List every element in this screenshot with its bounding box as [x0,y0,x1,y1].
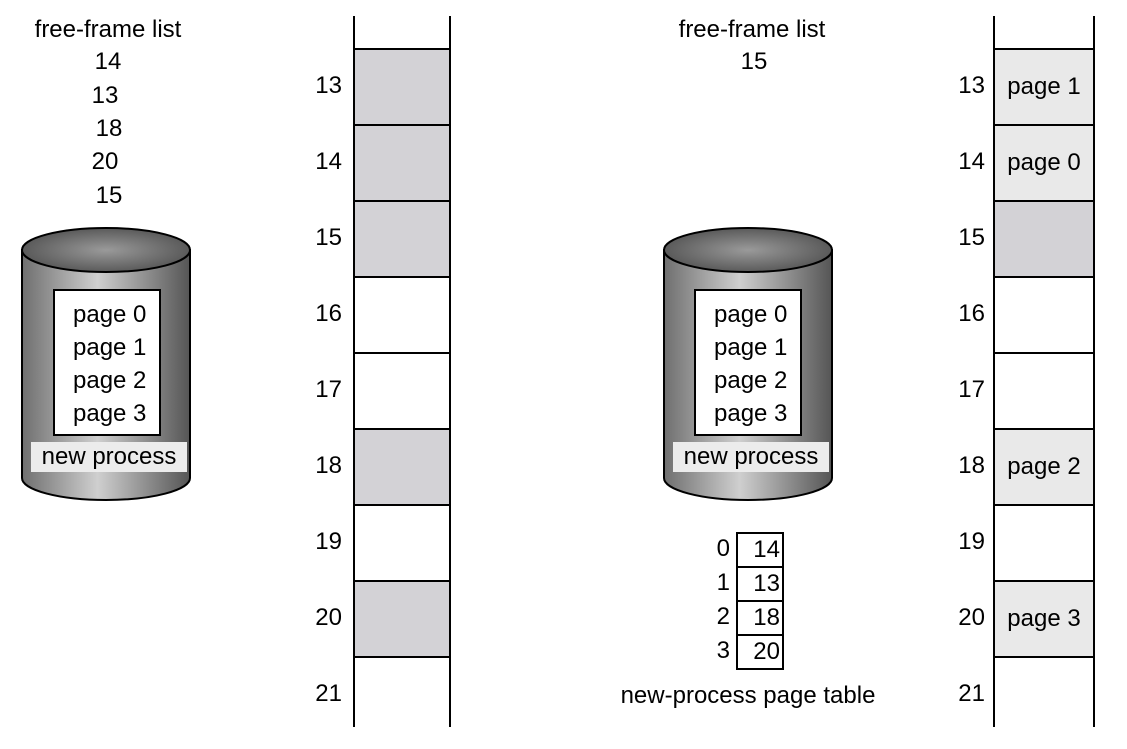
memory-frame: page 1 [995,48,1093,124]
page-table-index: 0 [716,535,730,562]
memory-frame-content: page 2 [1007,453,1081,480]
before-physical-memory [353,16,451,732]
frame-number: 20 [958,604,985,631]
page-table-entry: 14 [736,532,784,568]
memory-frame [995,656,1093,732]
memory-frame-content: page 0 [1007,149,1081,176]
memory-frame-content: page 1 [1007,73,1081,100]
before-free-frame-item: 13 [91,82,119,109]
disk-label-text: new process [683,443,819,470]
disk-page: page 0 [73,301,147,328]
memory-frame [995,504,1093,580]
before-free-frame-item: 20 [91,148,119,175]
frame-number: 16 [315,300,342,327]
disk-label-text: new process [41,443,177,470]
disk-page: page 3 [714,400,788,427]
frame-number: 14 [958,148,985,175]
after-free-frame-item: 15 [740,48,768,75]
frame-number: 19 [315,528,342,555]
frame-number: 15 [958,224,985,251]
after-free-frame-list-title: free-frame list [678,16,826,43]
memory-frame [355,48,449,124]
new-process-page-table: 0 14 1 13 2 18 3 20 [706,532,786,672]
frame-number: 20 [315,604,342,631]
memory-frame [355,200,449,276]
before-free-frame-list-title: free-frame list [34,16,182,43]
memory-frame-content: page 3 [1007,605,1081,632]
frame-number: 17 [315,376,342,403]
frame-number: 21 [315,680,342,707]
memory-frame [355,276,449,352]
page-table-caption: new-process page table [620,682,876,709]
memory-frame [995,276,1093,352]
page-table-entry: 18 [736,600,784,636]
page-table-index: 3 [716,637,730,664]
frame-number: 19 [958,528,985,555]
page-table-entry: 13 [736,566,784,602]
frame-number: 13 [315,72,342,99]
disk-page: page 3 [73,400,147,427]
after-physical-memory: page 1 page 0 page 2 page 3 [993,16,1095,732]
memory-frame [355,580,449,656]
memory-frame: page 0 [995,124,1093,200]
frame-number: 18 [958,452,985,479]
memory-frame [995,352,1093,428]
memory-frame [355,656,449,732]
before-disk-label: new process [31,442,187,472]
memory-frame [355,124,449,200]
page-table-entry: 20 [736,634,784,670]
frame-number: 14 [315,148,342,175]
disk-page: page 0 [714,301,788,328]
frame-number: 15 [315,224,342,251]
frame-number: 13 [958,72,985,99]
memory-frame [995,200,1093,276]
memory-frame [355,352,449,428]
before-free-frame-item: 14 [94,48,122,75]
disk-page: page 1 [714,334,788,361]
frame-number: 16 [958,300,985,327]
before-disk-page-box: page 0 page 1 page 2 page 3 [53,289,161,436]
after-disk-page-box: page 0 page 1 page 2 page 3 [694,289,802,436]
page-table-index: 2 [716,603,730,630]
memory-frame: page 2 [995,428,1093,504]
page-table-index: 1 [716,569,730,596]
memory-frame [355,428,449,504]
frame-number: 17 [958,376,985,403]
disk-page: page 2 [714,367,788,394]
disk-page: page 2 [73,367,147,394]
memory-frame: page 3 [995,580,1093,656]
disk-page: page 1 [73,334,147,361]
before-free-frame-item: 18 [95,115,123,142]
memory-frame [355,504,449,580]
frame-number: 21 [958,680,985,707]
frame-number: 18 [315,452,342,479]
before-free-frame-item: 15 [95,182,123,209]
after-disk-label: new process [673,442,829,472]
